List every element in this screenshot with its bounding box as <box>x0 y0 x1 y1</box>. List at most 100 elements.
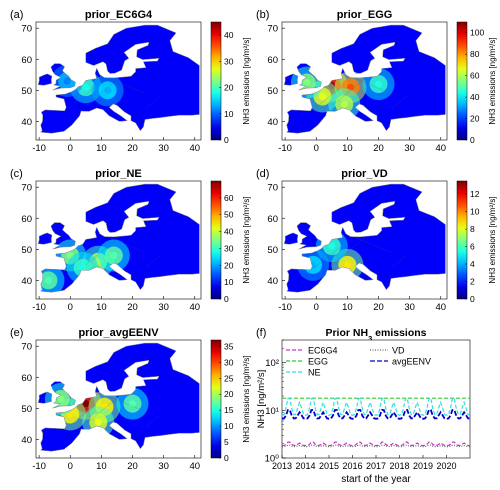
coastline <box>40 183 200 293</box>
colorbar-tick-label: 60 <box>470 71 480 81</box>
x-tick-label: 2018 <box>389 461 409 471</box>
y-tick-label: 60 <box>267 214 278 225</box>
x-tick-label: 30 <box>158 461 169 472</box>
x-tick-label: 30 <box>404 143 415 154</box>
y-tick-label: 60 <box>21 55 32 66</box>
series-line-EC6G4 <box>282 441 470 447</box>
panel-title: prior_EGG <box>337 9 393 21</box>
x-tick-label: 2015 <box>319 461 339 471</box>
line-chart-title: Prior NH3 emissions <box>325 327 426 343</box>
hotspot-core <box>94 418 102 426</box>
y-tick-label: 70 <box>21 183 32 194</box>
legend-label: avgEENV <box>392 357 431 367</box>
colorbar-tick-label: 30 <box>224 243 234 253</box>
border-line <box>144 255 161 269</box>
series-line-avgEENV <box>282 409 470 420</box>
coastline <box>37 73 53 86</box>
y-tick-label: 70 <box>267 183 278 194</box>
colorbar <box>210 339 222 459</box>
hotspot-core <box>328 242 336 250</box>
hotspot-core <box>303 79 311 87</box>
hotspot-core <box>63 77 71 85</box>
map-panel-4: (e) prior_avgEENV -10 0 10 20 30 40 40 50 60 70 0 5 10… <box>10 327 251 472</box>
colorbar-tick-label: 20 <box>224 260 234 270</box>
border-line <box>353 236 392 253</box>
coastline <box>50 63 76 91</box>
x-tick-label: 10 <box>342 143 353 154</box>
x-tick-label: 0 <box>314 143 319 154</box>
colorbar-tick-label: 40 <box>224 227 234 237</box>
x-tick-label: 0 <box>68 302 73 313</box>
y-tick-label: 10⁰ <box>265 454 280 465</box>
y-tick-label: 40 <box>21 435 32 446</box>
y-tick-label: 10¹ <box>265 406 279 417</box>
legend-label: EGG <box>308 357 328 367</box>
hotspot-core <box>110 252 118 260</box>
coastline <box>286 24 446 134</box>
colorbar-tick-label: 35 <box>224 341 234 351</box>
panel-title: prior_VD <box>341 168 388 180</box>
border-line <box>63 87 96 113</box>
colorbar-label: NH3 emissions [ng/m²/s] <box>242 355 251 442</box>
hotspot-core <box>57 395 65 403</box>
map-panel-2: (c) prior_NE -10 0 10 20 30 40 40 50 60 70 0 10 20 30 40… <box>10 168 251 313</box>
border-line <box>63 246 96 272</box>
colorbar-tick-label: 25 <box>224 373 234 383</box>
x-tick-label: 40 <box>189 461 200 472</box>
panel-letter: (c) <box>10 168 23 180</box>
x-tick-label: 2016 <box>342 461 362 471</box>
y-tick-label: 70 <box>21 342 32 353</box>
colorbar-tick-label: 100 <box>470 28 484 38</box>
border-line <box>85 233 124 265</box>
x-tick-label: 40 <box>189 143 200 154</box>
colorbar-tick-label: 40 <box>224 30 234 40</box>
border-line <box>331 74 370 106</box>
colorbar-label: NH3 emissions [ng/m²/s] <box>488 196 497 283</box>
colorbar-tick-label: 12 <box>470 189 480 199</box>
y-tick-label: 50 <box>21 86 32 97</box>
series-line-NE <box>282 397 470 416</box>
x-tick-label: 40 <box>435 302 446 313</box>
colorbar-tick-label: 6 <box>470 242 475 252</box>
x-tick-label: -10 <box>32 461 46 472</box>
x-tick-label: 2020 <box>436 461 456 471</box>
y-tick-label: 50 <box>21 245 32 256</box>
x-tick-label: 2014 <box>295 461 315 471</box>
hotspot-core <box>340 100 348 108</box>
coastline <box>50 222 76 250</box>
colorbar-tick-label: 10 <box>224 109 234 119</box>
x-tick-label: 40 <box>189 302 200 313</box>
border-line <box>390 255 407 269</box>
x-tick-label: 10 <box>96 461 107 472</box>
x-tick-label: -10 <box>32 302 46 313</box>
colorbar-tick-label: 4 <box>470 259 475 269</box>
coastline <box>50 381 76 409</box>
legend: EC6G4 VD EGG avgEENV NE <box>286 346 431 378</box>
hotspot-core <box>82 83 90 91</box>
x-tick-label: 30 <box>158 302 169 313</box>
colorbar-tick-label: 0 <box>470 135 475 145</box>
colorbar-tick-label: 10 <box>224 421 234 431</box>
colorbar-label: NH3 emissions [ng/m²/s] <box>242 196 251 283</box>
legend-label: EC6G4 <box>308 346 338 356</box>
coastline <box>283 73 299 86</box>
border-line <box>107 236 146 253</box>
x-tick-label: 10 <box>342 302 353 313</box>
y-tick-label: 60 <box>21 214 32 225</box>
map-panel-3: (d) prior_VD -10 0 10 20 30 40 40 50 60 70 0 2 4 6 8 10 12… <box>256 168 497 313</box>
border-line <box>85 392 124 424</box>
colorbar-tick-label: 30 <box>224 357 234 367</box>
colorbar-tick-label: 20 <box>224 389 234 399</box>
y-tick-label: 70 <box>267 24 278 35</box>
colorbar-tick-label: 10 <box>470 207 480 217</box>
title-tail: emissions <box>372 327 426 339</box>
colorbar-tick-label: 80 <box>470 49 480 59</box>
colorbar-tick-label: 0 <box>224 135 229 145</box>
legend-label: NE <box>308 368 321 378</box>
x-tick-label: 10 <box>96 143 107 154</box>
x-tick-label: 2013 <box>272 461 292 471</box>
x-tick-label: 20 <box>127 461 138 472</box>
border-line <box>107 77 146 94</box>
colorbar-tick-label: 0 <box>224 453 229 463</box>
y-tick-label: 60 <box>21 373 32 384</box>
